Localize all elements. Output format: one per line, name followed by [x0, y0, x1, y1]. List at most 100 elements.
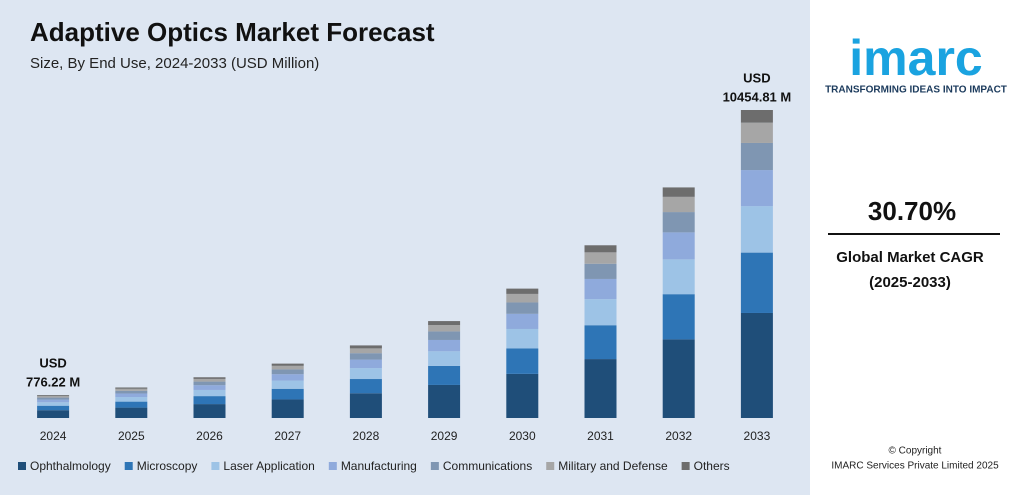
bar-segment — [115, 407, 148, 418]
bar-segment — [115, 390, 148, 394]
bar-segment — [193, 404, 226, 418]
bar-segment — [193, 377, 226, 379]
bar-segment — [584, 245, 617, 253]
bar-segment — [662, 232, 695, 260]
x-tick-label: 2030 — [509, 429, 536, 443]
bar-segment — [271, 399, 304, 418]
bar-segment — [115, 397, 148, 402]
bar-segment — [37, 410, 70, 418]
bar-segment — [115, 387, 148, 389]
bar-segment — [506, 313, 539, 329]
bar-segment — [115, 388, 148, 391]
legend-swatch — [546, 462, 555, 470]
legend-label: Ophthalmology — [30, 459, 111, 473]
bar-segment — [271, 374, 304, 381]
bar-segment — [428, 351, 461, 366]
legend-label: Military and Defense — [558, 459, 668, 473]
bar-segment — [740, 206, 773, 253]
chart-subtitle: Size, By End Use, 2024-2033 (USD Million… — [30, 55, 319, 72]
bar-segment — [271, 369, 304, 375]
x-tick-label: 2025 — [118, 429, 145, 443]
bar-segment — [662, 259, 695, 295]
bar-segment — [506, 288, 539, 294]
x-tick-label: 2033 — [744, 429, 771, 443]
bar-segment — [428, 339, 461, 352]
legend-label: Others — [694, 459, 730, 473]
legend-label: Laser Application — [223, 459, 314, 473]
bar-segment — [428, 325, 461, 332]
bar-segment — [115, 401, 148, 408]
bar-segment — [506, 302, 539, 314]
bar-segment — [349, 379, 382, 394]
bar-segment — [584, 299, 617, 326]
bar-segment — [740, 122, 773, 143]
bar-segment — [349, 353, 382, 360]
bar-segment — [349, 345, 382, 349]
bar-segment — [37, 397, 70, 400]
bar-segment — [740, 252, 773, 313]
total-label: USD — [743, 70, 770, 85]
tagline: TRANSFORMING IDEAS INTO IMPACT — [825, 85, 1007, 96]
bar-segment — [584, 252, 617, 264]
x-tick-label: 2027 — [274, 429, 301, 443]
bar-segment — [428, 384, 461, 418]
bar-segment — [584, 325, 617, 360]
bar-segment — [271, 388, 304, 400]
total-label: 10454.81 M — [723, 89, 792, 104]
cagr-label: Global Market CAGR — [836, 249, 984, 266]
x-tick-label: 2029 — [431, 429, 458, 443]
bar-segment — [193, 389, 226, 397]
bar-segment — [584, 263, 617, 279]
bar-segment — [506, 328, 539, 349]
bar-segment — [37, 395, 70, 397]
bar-segment — [349, 348, 382, 354]
bar-segment — [506, 293, 539, 303]
bar-segment — [506, 348, 539, 374]
total-label: 776.22 M — [26, 375, 80, 390]
chart-title: Adaptive Optics Market Forecast — [30, 17, 435, 47]
legend-swatch — [124, 462, 133, 470]
bar-segment — [584, 359, 617, 418]
cagr-period: (2025-2033) — [869, 274, 951, 291]
bar-segment — [428, 321, 461, 326]
legend-label: Manufacturing — [341, 459, 417, 473]
copyright-owner: IMARC Services Private Limited 2025 — [831, 461, 999, 472]
x-tick-label: 2024 — [40, 429, 67, 443]
bar-segment — [193, 396, 226, 405]
legend-swatch — [18, 462, 26, 470]
bar-segment — [662, 187, 695, 197]
bar-segment — [37, 396, 70, 398]
bar-segment — [115, 393, 148, 398]
bar-segment — [37, 405, 70, 411]
bar-segment — [271, 380, 304, 389]
sidebar-panel — [810, 0, 1024, 495]
bar-segment — [740, 110, 773, 123]
bar-segment — [584, 278, 617, 300]
legend-label: Microscopy — [137, 459, 198, 473]
bar-segment — [662, 196, 695, 213]
bar-segment — [193, 385, 226, 390]
x-tick-label: 2031 — [587, 429, 614, 443]
bar-segment — [740, 142, 773, 171]
bar-segment — [271, 363, 304, 366]
bar-segment — [662, 212, 695, 233]
copyright: © Copyright — [889, 446, 942, 457]
total-label: USD — [39, 356, 66, 371]
legend-label: Communications — [443, 459, 532, 473]
bar-segment — [428, 331, 461, 340]
bar-segment — [349, 393, 382, 418]
x-tick-label: 2026 — [196, 429, 223, 443]
bar-segment — [37, 399, 70, 403]
bar-segment — [740, 312, 773, 418]
bar-segment — [740, 170, 773, 207]
logo: imarc — [849, 30, 982, 86]
bar-segment — [662, 294, 695, 340]
bar-segment — [506, 373, 539, 418]
legend-swatch — [681, 462, 690, 470]
legend-swatch — [211, 462, 220, 470]
x-tick-label: 2032 — [665, 429, 692, 443]
bar-segment — [349, 368, 382, 380]
bar-segment — [193, 378, 226, 382]
cagr-value: 30.70% — [868, 196, 956, 226]
